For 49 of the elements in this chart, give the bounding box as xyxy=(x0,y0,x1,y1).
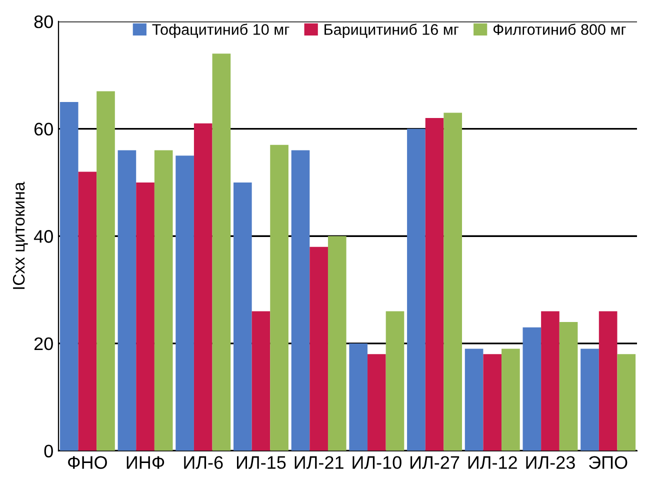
bar xyxy=(559,322,578,451)
bar xyxy=(349,343,368,451)
bar xyxy=(407,128,426,451)
bar xyxy=(541,311,560,451)
x-tick-label: ИЛ-12 xyxy=(468,456,517,469)
bar xyxy=(136,182,154,451)
legend-label: Барицитиниб 16 мг xyxy=(324,24,459,38)
bar xyxy=(368,354,386,451)
legend-label: Тофацитиниб 10 мг xyxy=(152,24,290,38)
bar xyxy=(483,354,502,451)
bar xyxy=(617,354,636,451)
bar xyxy=(252,311,270,451)
y-axis-title: ICxx цитокина xyxy=(12,182,28,289)
x-tick-label: ИЛ-23 xyxy=(526,456,575,469)
legend-label: Филготиниб 800 мг xyxy=(493,24,626,35)
bar xyxy=(154,150,173,451)
bar xyxy=(118,150,136,451)
bar xyxy=(176,156,194,451)
bar xyxy=(328,236,346,451)
bar xyxy=(425,118,444,451)
bar xyxy=(580,348,599,451)
bar xyxy=(60,102,78,451)
y-tick-label: 80 xyxy=(34,15,53,28)
bar xyxy=(270,144,288,451)
bar xyxy=(464,348,484,451)
y-tick-label: 60 xyxy=(34,122,53,136)
x-tick-label: ФНО xyxy=(68,456,107,469)
x-tick-label: ИЛ-27 xyxy=(410,456,460,469)
bar xyxy=(291,150,310,451)
bar xyxy=(386,311,404,451)
bar xyxy=(310,246,328,451)
bar xyxy=(194,123,212,451)
x-tick-label: ЭПО xyxy=(589,456,628,469)
bar xyxy=(444,112,462,451)
bar xyxy=(78,172,97,451)
x-tick-label: ИЛ-10 xyxy=(352,456,402,469)
bar xyxy=(96,91,115,451)
x-tick-label: ИНФ xyxy=(126,456,164,469)
bar xyxy=(233,182,252,451)
x-tick-label: ИЛ-6 xyxy=(184,456,223,469)
y-tick-label: 20 xyxy=(34,337,53,350)
y-tick-label: 40 xyxy=(34,230,53,243)
bar xyxy=(522,327,542,451)
bar xyxy=(598,311,618,451)
x-tick-label: ИЛ-21 xyxy=(294,456,344,469)
bar xyxy=(502,348,520,451)
y-tick-label: 0 xyxy=(44,444,53,458)
bar xyxy=(212,54,231,451)
x-tick-label: ИЛ-15 xyxy=(236,456,286,469)
